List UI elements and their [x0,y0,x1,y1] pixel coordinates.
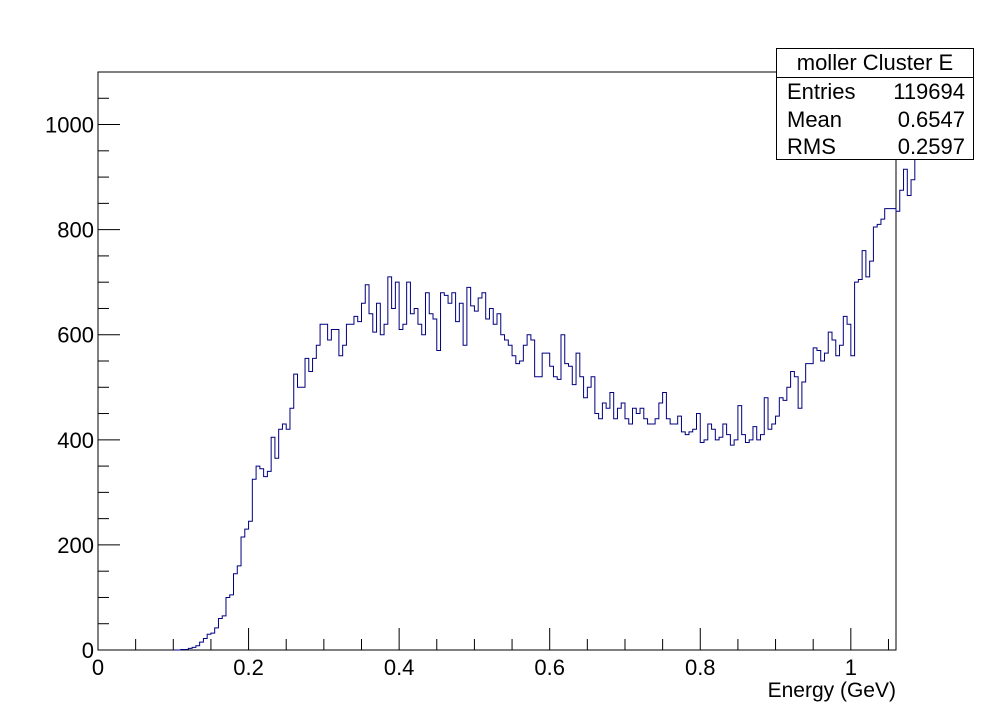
y-tick-label: 600 [57,323,94,348]
x-axis-tick-labels: 0 0.2 0.4 0.6 0.8 1 [92,655,857,680]
stats-label: Mean [787,107,843,132]
y-tick-label: 800 [57,218,94,243]
y-tick-label: 1000 [45,113,94,138]
stats-value: 0.2597 [897,134,965,159]
x-axis-title: Energy (GeV) [768,679,896,702]
stats-label: RMS [787,134,836,159]
stats-row-rms: RMS 0.2597 [787,133,965,161]
x-tick-label: 0.6 [534,655,565,680]
y-tick-label: 200 [57,533,94,558]
x-tick-label: 0 [92,655,104,680]
y-axis-tick-labels: 0 200 400 600 800 1000 [45,113,94,663]
x-tick-label: 0.2 [233,655,264,680]
stats-box: moller Cluster E Entries 119694 Mean 0.6… [776,48,974,160]
x-tick-label: 0.8 [685,655,716,680]
stats-title: moller Cluster E [777,49,973,78]
stats-value: 119694 [893,79,965,104]
x-tick-label: 0.4 [384,655,415,680]
x-axis-ticks [97,628,889,650]
y-tick-label: 400 [57,428,94,453]
histogram-series-line [173,131,923,651]
x-tick-label: 1 [845,655,857,680]
y-tick-label: 0 [82,638,94,663]
stats-label: Entries [787,79,856,104]
stats-value: 0.6547 [897,107,965,132]
stats-row-entries: Entries 119694 [787,78,965,106]
y-axis-ticks [98,71,120,651]
stats-row-mean: Mean 0.6547 [787,106,965,134]
